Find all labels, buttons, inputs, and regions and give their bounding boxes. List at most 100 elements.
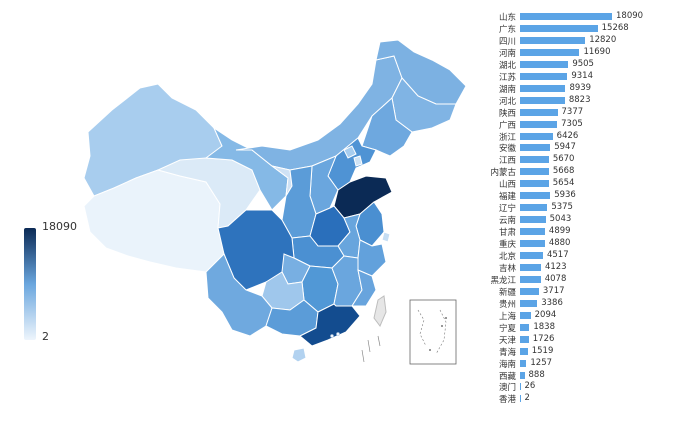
bar-category-label: 青海 bbox=[498, 347, 516, 358]
bar-mark[interactable] bbox=[520, 240, 545, 248]
bar-value-label: 26 bbox=[524, 381, 536, 392]
bar-category-label: 陕西 bbox=[498, 108, 516, 119]
bar-row: 澳门 26 bbox=[486, 381, 672, 393]
bar-row: 贵州 3386 bbox=[486, 298, 672, 310]
bar-mark[interactable] bbox=[520, 36, 586, 44]
bar-mark[interactable] bbox=[520, 180, 549, 188]
bar-value-label: 1838 bbox=[533, 321, 555, 332]
bar-category-label: 河北 bbox=[498, 96, 516, 107]
bar-mark[interactable] bbox=[520, 156, 549, 164]
bar-category-label: 天津 bbox=[498, 335, 516, 346]
bar-mark[interactable] bbox=[520, 192, 551, 200]
region-guangdong[interactable] bbox=[299, 303, 361, 347]
bar-row: 西藏 888 bbox=[486, 370, 672, 382]
bar-row: 山西 5654 bbox=[486, 178, 672, 191]
region-taiwan[interactable] bbox=[373, 295, 387, 327]
legend-min-label: 2 bbox=[42, 330, 49, 343]
bar-row: 甘肃 4899 bbox=[486, 226, 672, 239]
bar-category-label: 广东 bbox=[498, 24, 516, 35]
bar-category-label: 四川 bbox=[498, 36, 516, 47]
region-yunnan[interactable] bbox=[205, 253, 273, 337]
bar-category-label: 浙江 bbox=[498, 132, 516, 143]
bar-mark[interactable] bbox=[520, 96, 565, 104]
bar-category-label: 山西 bbox=[498, 180, 516, 191]
bar-mark[interactable] bbox=[520, 311, 531, 319]
bar-mark[interactable] bbox=[520, 132, 553, 140]
region-hong-kong[interactable] bbox=[336, 332, 340, 336]
bar-row: 北京 4517 bbox=[486, 250, 672, 262]
bar-mark[interactable] bbox=[520, 299, 538, 307]
bar-category-label: 上海 bbox=[498, 311, 516, 322]
bar-value-label: 1726 bbox=[532, 333, 555, 344]
color-scale-legend: 18090 2 bbox=[16, 220, 77, 352]
bar-mark[interactable] bbox=[520, 24, 598, 32]
bar-category-label: 河南 bbox=[498, 48, 516, 59]
bar-category-label: 甘肃 bbox=[498, 228, 516, 239]
islands-marks bbox=[361, 335, 381, 363]
bar-mark[interactable] bbox=[520, 216, 546, 224]
bar-row: 宁夏 1838 bbox=[486, 321, 672, 334]
bar-mark[interactable] bbox=[520, 263, 541, 271]
map-svg bbox=[83, 39, 467, 365]
bar-mark[interactable] bbox=[520, 395, 521, 403]
region-shanghai[interactable] bbox=[381, 231, 391, 243]
bar-mark[interactable] bbox=[520, 84, 566, 92]
bar-mark[interactable] bbox=[520, 48, 580, 56]
region-macau[interactable] bbox=[330, 334, 334, 338]
bar-row: 新疆 3717 bbox=[486, 286, 672, 298]
bar-mark[interactable] bbox=[520, 108, 558, 116]
bar-mark[interactable] bbox=[520, 287, 539, 295]
bar-category-label: 湖南 bbox=[498, 84, 516, 95]
bar-row: 江西 5670 bbox=[486, 154, 672, 166]
bar-value-label: 4123 bbox=[544, 261, 567, 272]
legend-max-label: 18090 bbox=[42, 220, 77, 233]
bar-row: 山东 18090 bbox=[486, 11, 672, 23]
bar-value-label: 5668 bbox=[552, 166, 575, 177]
bar-mark[interactable] bbox=[520, 144, 551, 152]
bar-value-label: 18090 bbox=[616, 11, 644, 21]
bar-row: 湖北 9505 bbox=[486, 59, 672, 71]
region-fujian[interactable] bbox=[351, 269, 377, 307]
bar-mark[interactable] bbox=[520, 120, 558, 128]
bar-row: 黑龙江 4078 bbox=[486, 274, 672, 286]
region-tianjin[interactable] bbox=[353, 155, 363, 167]
bar-row: 天津 1726 bbox=[486, 333, 672, 346]
region-hainan[interactable] bbox=[291, 347, 307, 363]
bar-row: 香港 2 bbox=[486, 393, 672, 406]
bar-mark[interactable] bbox=[520, 252, 543, 259]
bar-row: 吉林 4123 bbox=[486, 261, 672, 274]
bar-mark[interactable] bbox=[520, 168, 549, 176]
bar-mark[interactable] bbox=[520, 13, 612, 20]
bar-mark[interactable] bbox=[520, 335, 529, 343]
region-beijing[interactable] bbox=[343, 145, 357, 159]
bar-mark[interactable] bbox=[520, 347, 528, 355]
bar-mark[interactable] bbox=[520, 228, 545, 236]
bar-value-label: 6426 bbox=[556, 130, 579, 141]
bar-mark[interactable] bbox=[520, 359, 527, 367]
bar-category-label: 香港 bbox=[498, 395, 516, 406]
bar-category-label: 重庆 bbox=[498, 240, 516, 251]
bar-category-label: 吉林 bbox=[498, 263, 516, 274]
bar-value-label: 8823 bbox=[568, 94, 591, 105]
bar-mark[interactable] bbox=[520, 383, 521, 391]
bar-row: 辽宁 5375 bbox=[486, 202, 672, 214]
bar-row: 四川 12820 bbox=[486, 35, 672, 47]
bar-value-label: 5375 bbox=[551, 202, 573, 213]
bar-mark[interactable] bbox=[520, 72, 568, 80]
bar-category-label: 广西 bbox=[498, 120, 516, 131]
south-china-sea-inset bbox=[409, 299, 457, 365]
bar-category-label: 贵州 bbox=[498, 299, 516, 310]
bar-mark[interactable] bbox=[520, 371, 525, 379]
bar-mark[interactable] bbox=[520, 60, 569, 68]
bar-value-label: 7305 bbox=[561, 118, 583, 129]
ranking-bar-chart: 山东 18090 广东 15268 四川 12820 河南 11690 湖北 9505 江苏 9314… bbox=[486, 11, 672, 422]
bar-category-label: 山东 bbox=[498, 13, 516, 23]
bar-mark[interactable] bbox=[520, 204, 548, 212]
bar-category-label: 海南 bbox=[498, 359, 516, 370]
bar-category-label: 北京 bbox=[498, 252, 516, 262]
bar-value-label: 8939 bbox=[569, 82, 592, 93]
bar-mark[interactable] bbox=[520, 323, 530, 331]
bar-value-label: 4517 bbox=[546, 250, 569, 260]
bar-mark[interactable] bbox=[520, 275, 541, 283]
bar-row: 广西 7305 bbox=[486, 118, 672, 131]
